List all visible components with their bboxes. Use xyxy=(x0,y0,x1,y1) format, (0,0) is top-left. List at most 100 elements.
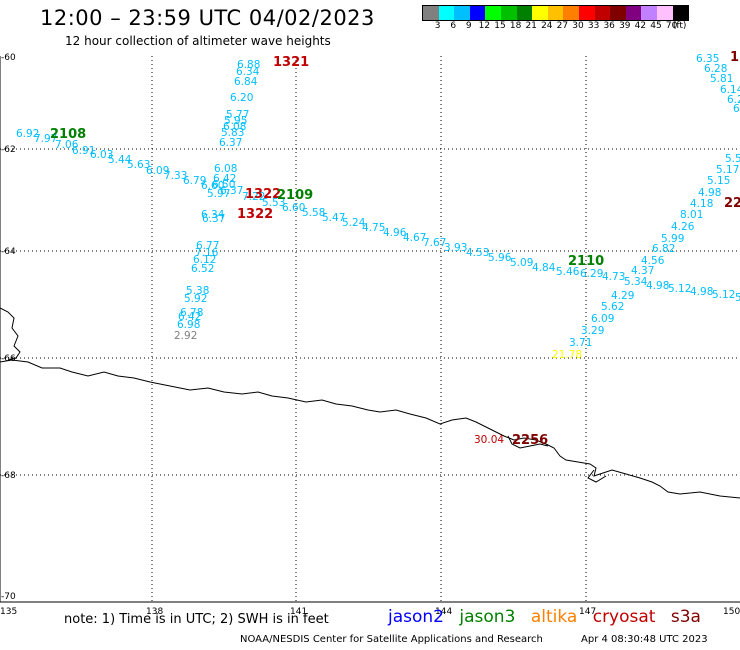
swh-value: 6.37 xyxy=(220,185,243,197)
pass-id-label: 2256 xyxy=(512,433,548,448)
colorbar-swatch xyxy=(438,6,455,20)
lon-label: 141 xyxy=(290,607,307,617)
generated-timestamp: Apr 4 08:30:48 UTC 2023 xyxy=(581,634,708,645)
lat-label: -62 xyxy=(1,145,16,155)
swh-value: 4.37 xyxy=(631,265,654,277)
swh-value: 6.14 xyxy=(720,84,740,96)
swh-value: 6.2 xyxy=(727,94,740,106)
lat-label: -66 xyxy=(1,354,16,364)
swh-value: 5.17 xyxy=(716,164,739,176)
antarctic-coastline xyxy=(0,359,740,499)
colorbar-label: 3 xyxy=(434,21,441,31)
lon-label: 147 xyxy=(579,607,596,617)
swh-value: 6.29 xyxy=(580,268,603,280)
colorbar-label: 18 xyxy=(509,21,522,31)
swh-value: 5.53 xyxy=(262,197,285,209)
graticule xyxy=(0,56,740,602)
swh-value: 6.88 xyxy=(237,59,260,71)
colorbar-label: 70 xyxy=(665,21,678,31)
colorbar-swatch xyxy=(516,6,533,20)
colorbar-swatch xyxy=(500,6,517,20)
pass-id-label: 1322 xyxy=(245,187,281,202)
swh-value: 6.28 xyxy=(704,63,727,75)
swh-value: 6.42 xyxy=(213,173,236,185)
swh-value: 6.79 xyxy=(183,175,206,187)
swh-value: 5.12 xyxy=(712,289,735,301)
colorbar-label: (ft) xyxy=(672,21,687,31)
colorbar-swatch xyxy=(454,6,470,20)
lat-label: -60 xyxy=(1,53,16,63)
swh-value: 7.67 xyxy=(423,237,446,249)
swh-value: 6.52 xyxy=(191,263,214,275)
colorbar-label: 21 xyxy=(525,21,537,31)
swh-value: 4.84 xyxy=(532,262,556,274)
swh-value: 3.93 xyxy=(444,242,467,254)
swh-value: 8.01 xyxy=(680,209,703,221)
swh-value: 5.83 xyxy=(221,127,244,139)
swh-value: 7.22 xyxy=(242,191,265,203)
sat-jason3: jason3 xyxy=(459,607,516,627)
swh-value: 4.29 xyxy=(611,290,634,302)
colorbar-label: 45 xyxy=(650,21,662,31)
swh-value: 6.37 xyxy=(202,213,225,225)
colorbar-swatch xyxy=(625,6,642,20)
page-title: 12:00 – 23:59 UTC 04/02/2023 xyxy=(40,6,375,30)
pass-id-label: 1322 xyxy=(237,207,273,222)
sat-altika: altika xyxy=(530,607,578,627)
swh-value: 7.33 xyxy=(164,170,187,182)
colorbar-label: 30 xyxy=(572,21,584,31)
swh-value: 6.60 xyxy=(282,202,305,214)
colorbar-swatch xyxy=(532,6,548,20)
swh-value: 4.56 xyxy=(641,255,665,267)
colorbar-label: 39 xyxy=(619,21,631,31)
lon-label: 138 xyxy=(146,607,163,617)
swh-value: 6.82 xyxy=(652,243,675,255)
swh-value: 4.98 xyxy=(690,286,713,298)
swh-value: 6.78 xyxy=(180,307,203,319)
colorbar-label: 12 xyxy=(478,21,491,31)
swh-value: 6.92 xyxy=(16,128,39,140)
swh-value: 5.62 xyxy=(601,301,624,313)
colorbar-label: 9 xyxy=(465,21,472,31)
colorbar-swatch xyxy=(578,6,595,20)
colorbar-swatch xyxy=(563,6,579,20)
colorbar-label: 15 xyxy=(494,21,506,31)
swh-value: 6.09 xyxy=(146,165,169,177)
lat-label: -68 xyxy=(1,471,16,481)
swh-value: 5.97 xyxy=(207,188,230,200)
swh-value: 6.77 xyxy=(196,240,219,252)
swh-value: 2.92 xyxy=(174,330,197,342)
units-note: note: 1) Time is in UTC; 2) SWH is in fe… xyxy=(64,612,329,627)
colorbar-label: 6 xyxy=(450,21,457,31)
colorbar-swatch xyxy=(485,6,501,20)
swh-value: 6.98 xyxy=(177,319,200,331)
swh-value: 5 xyxy=(735,292,740,304)
swh-value: 4.75 xyxy=(362,222,385,234)
swh-value: 5.47 xyxy=(322,212,345,224)
colorbar-swatch xyxy=(423,6,439,20)
swh-value: 4.96 xyxy=(383,227,407,239)
colorbar-swatch xyxy=(469,6,486,20)
swh-value: 5.5 xyxy=(725,153,740,165)
lon-label: 135 xyxy=(0,607,17,617)
coastline-tongue xyxy=(587,469,607,483)
pass-id-label: 2108 xyxy=(50,127,86,142)
swh-value: 5.77 xyxy=(226,109,249,121)
colorbar-label: 36 xyxy=(603,21,615,31)
swh-value: 6.34 xyxy=(236,66,260,78)
colorbar-swatch xyxy=(547,6,564,20)
swh-value: 6 xyxy=(733,103,740,115)
pass-id-label: 2109 xyxy=(277,188,313,203)
lat-label: -70 xyxy=(1,592,16,602)
swh-value: 5.38 xyxy=(186,285,209,297)
swh-value: 4.73 xyxy=(602,271,625,283)
colorbar-swatch xyxy=(672,6,689,20)
swh-value: 5.58 xyxy=(302,207,325,219)
colorbar-label: 24 xyxy=(541,21,553,31)
lon-label: 144 xyxy=(435,607,452,617)
swh-value: 6.91 xyxy=(72,145,95,157)
swh-value: 6.84 xyxy=(234,76,258,88)
swh-value: 5.95 xyxy=(224,115,247,127)
swh-value: 5.96 xyxy=(488,252,512,264)
